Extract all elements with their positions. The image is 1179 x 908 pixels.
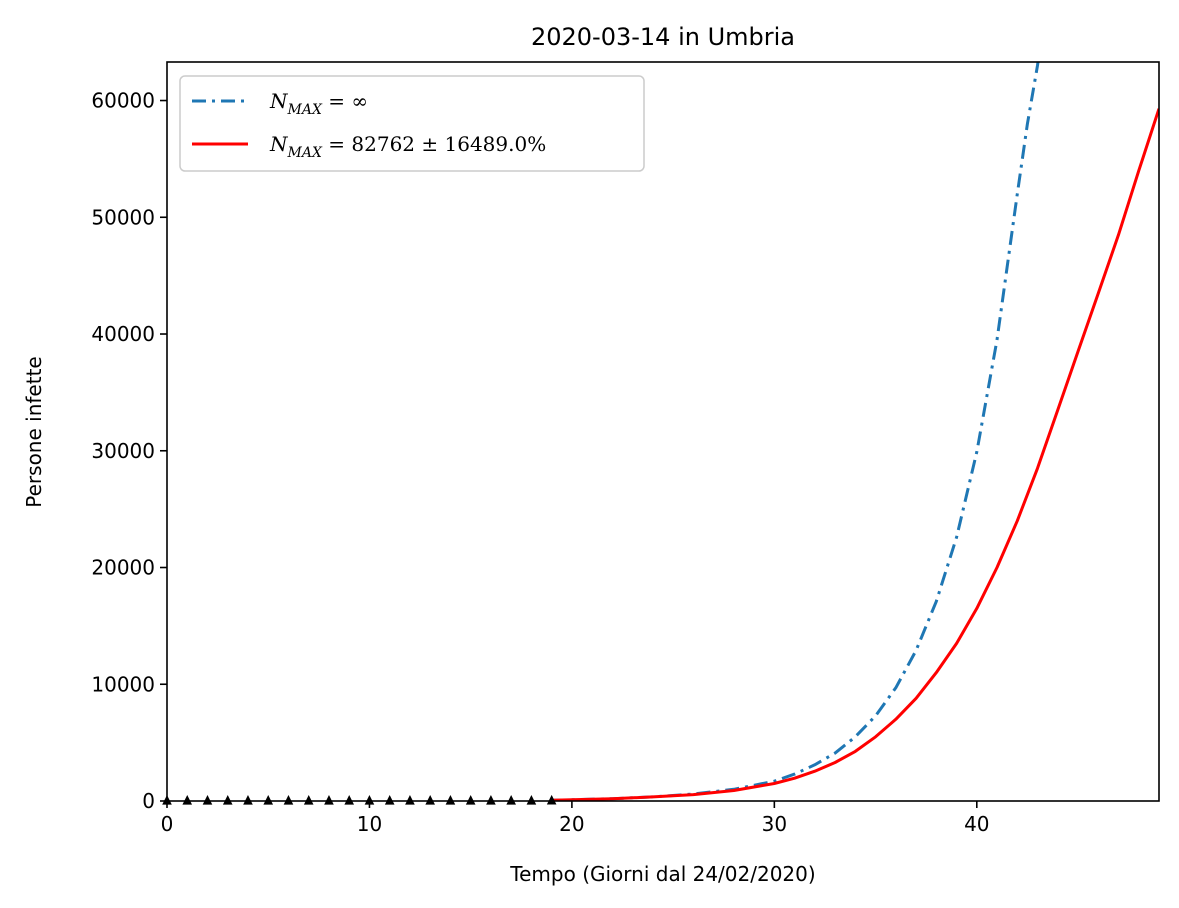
data-point-marker	[324, 795, 334, 805]
data-point-marker	[182, 795, 193, 805]
data-point-marker	[263, 795, 274, 805]
data-point-marker	[283, 795, 294, 805]
legend-label-infinite: NMAX = ∞	[269, 89, 368, 118]
legend: NMAX = ∞ NMAX = 82762 ± 16489.0%	[179, 75, 645, 172]
x-axis-title: Tempo (Giorni dal 24/02/2020)	[509, 862, 815, 886]
data-point-marker	[405, 795, 415, 805]
x-tick-label: 0	[161, 812, 174, 836]
data-point-marker	[384, 795, 395, 805]
y-axis: 0 10000 20000 30000 40000 50000 60000	[91, 89, 167, 813]
data-point-marker	[425, 795, 435, 805]
plot-markers	[162, 794, 557, 805]
x-tick-label: 20	[559, 812, 584, 836]
series-line-solid	[551, 108, 1159, 801]
data-point-marker	[486, 795, 496, 805]
data-point-marker	[445, 795, 456, 805]
y-tick-label: 0	[142, 789, 155, 813]
legend-box	[179, 75, 645, 172]
data-point-marker	[364, 795, 375, 805]
y-tick-label: 40000	[91, 322, 155, 346]
x-axis: 0 10 20 30 40	[161, 801, 990, 836]
plot-series	[551, 62, 1159, 801]
data-point-marker	[465, 795, 476, 805]
x-tick-label: 10	[357, 812, 382, 836]
y-tick-label: 30000	[91, 439, 155, 463]
x-tick-label: 40	[964, 812, 989, 836]
data-point-marker	[526, 794, 537, 805]
data-point-marker	[344, 795, 355, 805]
chart-title: 2020-03-14 in Umbria	[531, 23, 795, 51]
data-point-marker	[546, 794, 557, 805]
y-tick-label: 60000	[91, 89, 155, 113]
data-point-marker	[222, 795, 233, 805]
data-point-marker	[506, 795, 516, 805]
y-tick-label: 10000	[91, 672, 155, 696]
y-axis-title: Persone infette	[22, 356, 46, 507]
plot-frame	[166, 61, 1160, 802]
x-tick-label: 30	[762, 812, 787, 836]
y-tick-label: 20000	[91, 556, 155, 580]
y-tick-label: 50000	[91, 205, 155, 229]
data-point-marker	[243, 795, 253, 805]
data-point-marker	[303, 795, 314, 805]
legend-label-logistic: NMAX = 82762 ± 16489.0%	[269, 132, 546, 161]
data-point-marker	[202, 795, 213, 805]
